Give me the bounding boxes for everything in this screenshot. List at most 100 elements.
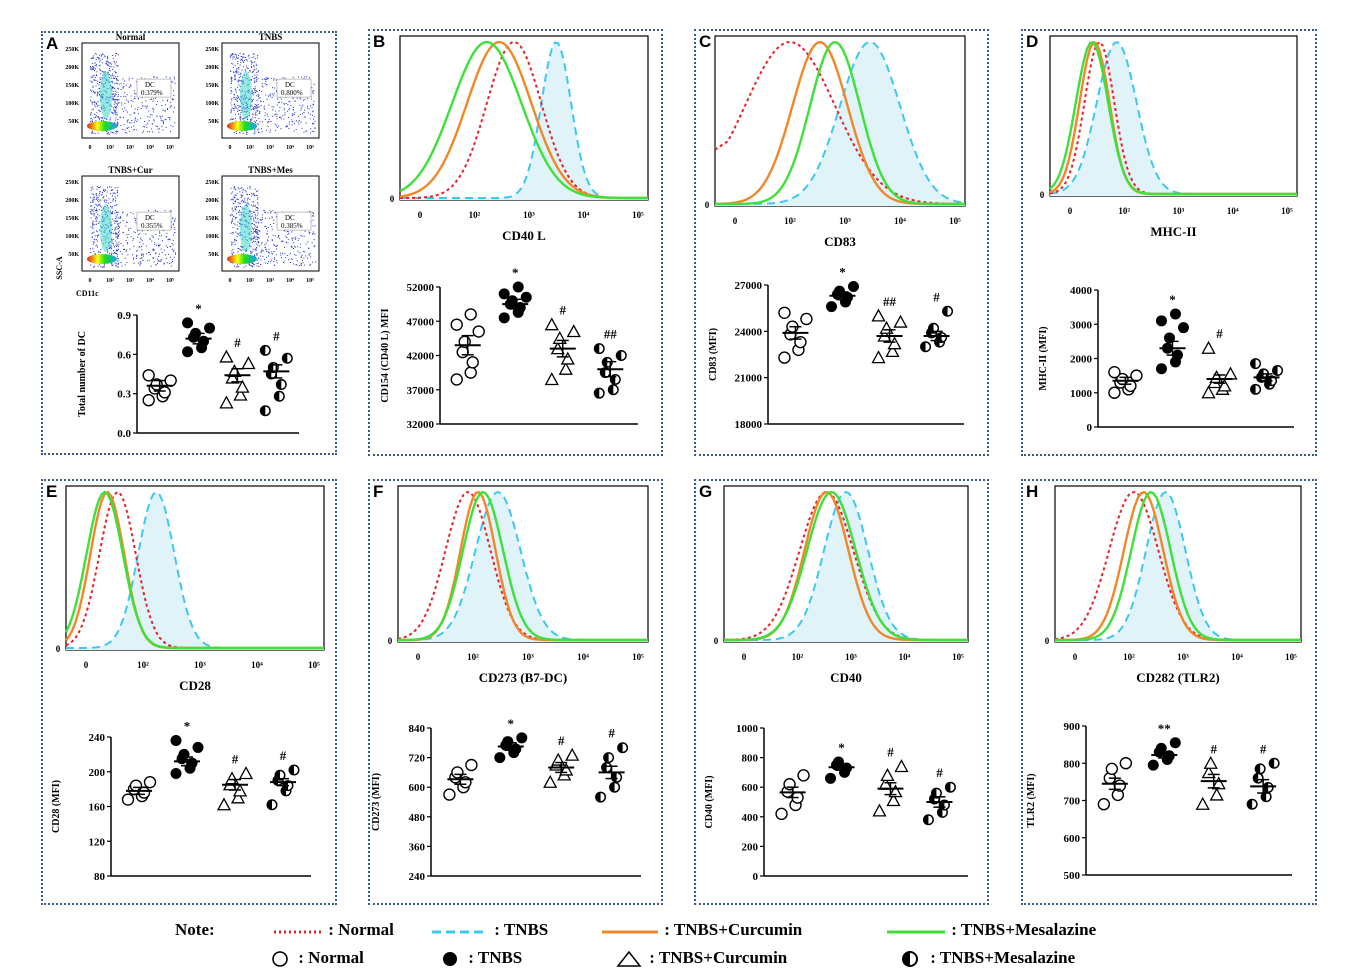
flow-event (234, 186, 236, 188)
flow-event (251, 213, 253, 215)
flow-event (153, 108, 155, 110)
flow-event (235, 72, 237, 74)
flow-event (117, 225, 119, 227)
flow-event (142, 253, 144, 255)
flow-event (110, 244, 112, 246)
flow-event (123, 110, 125, 112)
flow-event (235, 195, 237, 196)
flow-event (251, 90, 253, 92)
flow-event (96, 188, 98, 190)
flow-event (233, 94, 235, 96)
flow-event (110, 205, 112, 207)
flow-event (230, 81, 232, 83)
flow-event (300, 235, 302, 236)
flow-event (143, 255, 144, 257)
flow-event (91, 232, 93, 234)
flow-event (282, 240, 284, 242)
flow-event (232, 56, 234, 58)
flow-event (115, 264, 117, 266)
flow-event (294, 100, 296, 102)
flow-event (282, 261, 284, 263)
flow-event (113, 99, 114, 101)
flow-event (291, 119, 293, 121)
flow-event (261, 131, 263, 133)
significance-mark: # (608, 726, 615, 741)
flow-event (163, 123, 164, 125)
flow-event (99, 251, 101, 253)
flow-event (130, 95, 132, 97)
flow-event (252, 227, 254, 229)
flow-event (172, 239, 174, 241)
y-axis-label: TLR2 (MFI) (1026, 773, 1037, 827)
flow-event (239, 263, 241, 265)
flow-event (90, 89, 91, 91)
legend-label: : TNBS+Mesalazine (951, 920, 1097, 939)
flow-event (296, 120, 298, 122)
flow-event (234, 75, 236, 76)
flow-event (259, 219, 261, 221)
flow-event (110, 212, 112, 213)
flow-event (236, 70, 238, 72)
flow-event (238, 232, 240, 234)
flow-event (313, 239, 315, 240)
flow-event (257, 241, 259, 243)
flow-event (159, 115, 161, 117)
flow-event (292, 121, 294, 123)
flow-event (254, 117, 256, 119)
flow-event (259, 97, 261, 99)
flow-y-tick: 100K (65, 101, 79, 107)
y-tick-label: 47000 (407, 316, 435, 328)
data-point (516, 732, 528, 744)
flow-event (315, 261, 316, 263)
flow-event (314, 127, 316, 129)
flow-event (248, 264, 250, 266)
flow-event (235, 107, 237, 109)
flow-event (173, 95, 175, 96)
flow-event (96, 186, 98, 188)
flow-event (267, 125, 269, 127)
flow-event (264, 119, 266, 120)
flow-event (308, 247, 310, 249)
flow-event (117, 224, 119, 226)
flow-event (115, 215, 117, 217)
flow-event (252, 242, 253, 244)
flow-event (292, 115, 294, 117)
flow-event (120, 83, 122, 85)
flow-event (91, 63, 93, 65)
histogram-curve-mesalazine (724, 490, 968, 642)
flow-event (254, 86, 256, 88)
data-point (595, 791, 607, 803)
data-point (552, 331, 567, 345)
data-point-half (613, 385, 618, 394)
flow-event (137, 119, 139, 121)
flow-event (309, 232, 311, 233)
flow-event (264, 78, 266, 80)
flow-event (112, 57, 114, 59)
flow-event (312, 122, 314, 124)
flow-event (242, 191, 244, 193)
flow-event (143, 130, 144, 132)
flow-event (95, 85, 97, 87)
flow-event (94, 253, 96, 254)
flow-title: TNBS+Cur (108, 165, 152, 175)
flow-event (294, 245, 295, 247)
flow-event (91, 68, 93, 70)
flow-event (268, 104, 270, 106)
data-point (1268, 757, 1280, 769)
flow-event (242, 188, 244, 190)
flow-event (250, 60, 252, 62)
flow-event (232, 202, 234, 204)
flow-event (155, 252, 157, 254)
y-tick-label: 1000 (736, 723, 759, 735)
flow-event (233, 238, 235, 240)
flow-event (106, 133, 108, 135)
flow-event (239, 85, 241, 87)
flow-event (132, 101, 134, 103)
flow-event (257, 197, 259, 199)
data-point (273, 390, 285, 402)
histogram-x-label: CD40 (830, 670, 862, 685)
flow-event (300, 255, 302, 257)
flow-event (113, 246, 115, 248)
significance-mark: # (232, 751, 239, 766)
flow-event (133, 90, 135, 92)
